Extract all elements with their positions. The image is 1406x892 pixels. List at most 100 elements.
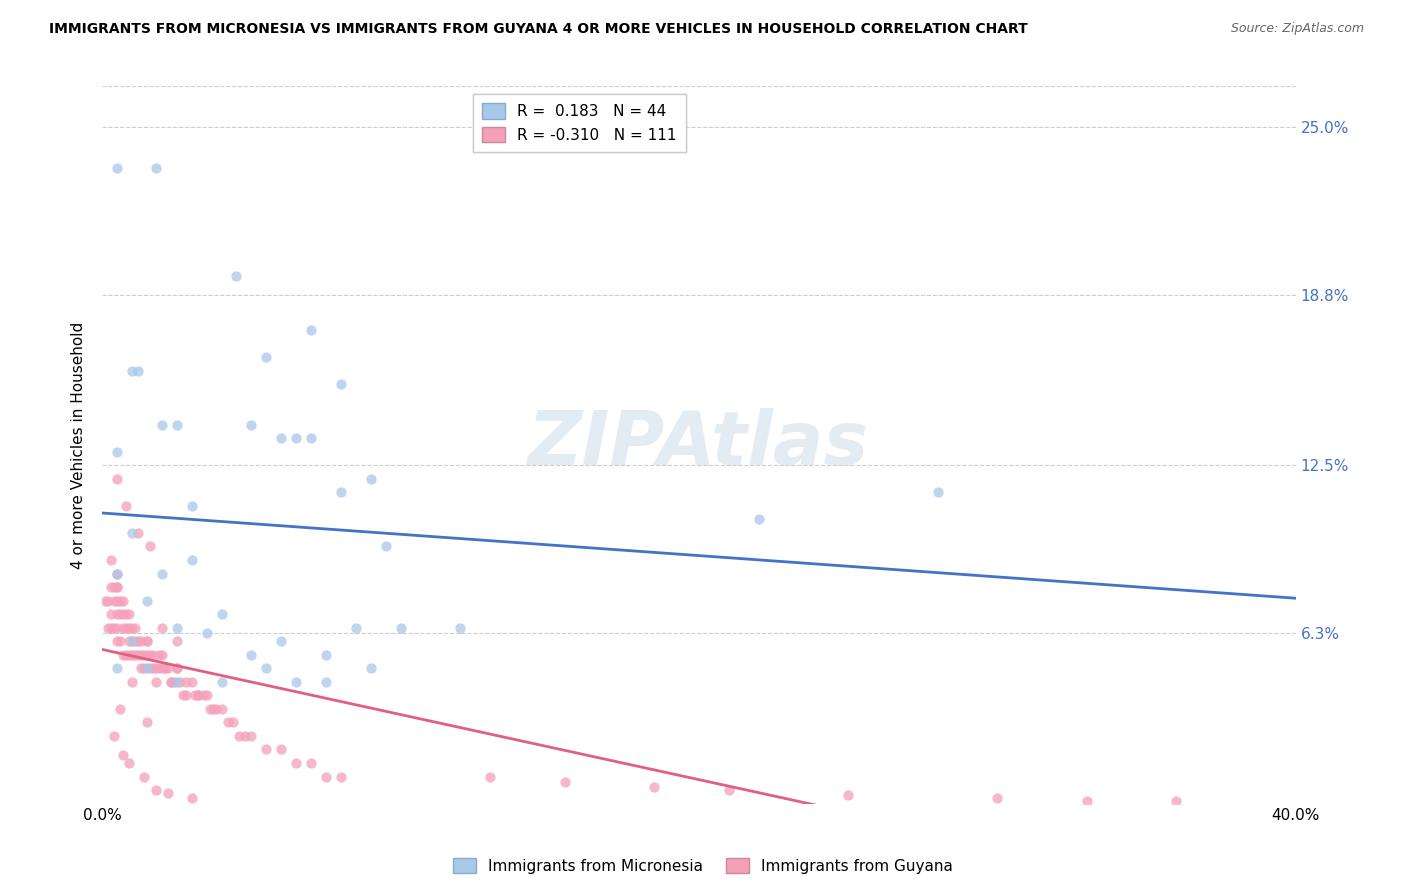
- Point: [121, 525, 143, 540]
- Point: [136, 634, 159, 648]
- Point: [166, 621, 188, 635]
- Point: [299, 431, 322, 445]
- Point: [374, 540, 396, 554]
- Point: [127, 525, 149, 540]
- Point: [201, 702, 224, 716]
- Point: [121, 648, 143, 662]
- Point: [195, 626, 218, 640]
- Point: [166, 674, 188, 689]
- Point: [124, 634, 146, 648]
- Point: [148, 661, 170, 675]
- Text: ZIPAtlas: ZIPAtlas: [529, 409, 869, 482]
- Point: [240, 648, 263, 662]
- Point: [180, 553, 202, 567]
- Point: [108, 634, 131, 648]
- Point: [103, 580, 125, 594]
- Point: [225, 268, 247, 283]
- Point: [121, 363, 143, 377]
- Point: [927, 485, 949, 500]
- Point: [449, 621, 471, 635]
- Point: [150, 661, 173, 675]
- Point: [187, 689, 209, 703]
- Point: [150, 417, 173, 432]
- Point: [211, 674, 233, 689]
- Point: [115, 499, 138, 513]
- Point: [105, 661, 128, 675]
- Point: [254, 742, 277, 756]
- Point: [270, 431, 292, 445]
- Point: [112, 621, 135, 635]
- Point: [174, 674, 197, 689]
- Point: [285, 674, 308, 689]
- Point: [211, 702, 233, 716]
- Point: [148, 648, 170, 662]
- Point: [156, 786, 179, 800]
- Point: [204, 702, 226, 716]
- Point: [150, 566, 173, 581]
- Point: [254, 661, 277, 675]
- Point: [315, 674, 337, 689]
- Point: [198, 702, 221, 716]
- Point: [150, 648, 173, 662]
- Point: [127, 363, 149, 377]
- Point: [105, 472, 128, 486]
- Point: [105, 566, 128, 581]
- Point: [121, 621, 143, 635]
- Point: [132, 648, 155, 662]
- Point: [145, 661, 167, 675]
- Point: [103, 621, 125, 635]
- Point: [105, 621, 128, 635]
- Point: [299, 323, 322, 337]
- Point: [132, 661, 155, 675]
- Point: [100, 607, 122, 622]
- Point: [329, 485, 352, 500]
- Point: [124, 621, 146, 635]
- Point: [389, 621, 412, 635]
- Point: [105, 161, 128, 175]
- Point: [360, 661, 382, 675]
- Point: [103, 593, 125, 607]
- Point: [153, 661, 176, 675]
- Point: [136, 634, 159, 648]
- Point: [139, 648, 162, 662]
- Point: [136, 648, 159, 662]
- Point: [129, 634, 152, 648]
- Point: [136, 593, 159, 607]
- Point: [132, 770, 155, 784]
- Legend: Immigrants from Micronesia, Immigrants from Guyana: Immigrants from Micronesia, Immigrants f…: [447, 852, 959, 880]
- Point: [105, 607, 128, 622]
- Point: [315, 648, 337, 662]
- Point: [169, 674, 191, 689]
- Point: [228, 729, 250, 743]
- Point: [299, 756, 322, 770]
- Point: [105, 593, 128, 607]
- Point: [270, 742, 292, 756]
- Point: [112, 648, 135, 662]
- Point: [145, 161, 167, 175]
- Point: [285, 756, 308, 770]
- Point: [112, 593, 135, 607]
- Point: [112, 747, 135, 762]
- Point: [100, 553, 122, 567]
- Point: [222, 715, 245, 730]
- Point: [121, 674, 143, 689]
- Point: [108, 593, 131, 607]
- Point: [270, 634, 292, 648]
- Point: [180, 499, 202, 513]
- Point: [163, 674, 186, 689]
- Point: [118, 634, 141, 648]
- Point: [145, 674, 167, 689]
- Point: [127, 634, 149, 648]
- Point: [97, 593, 120, 607]
- Point: [118, 756, 141, 770]
- Point: [344, 621, 367, 635]
- Point: [240, 417, 263, 432]
- Point: [554, 775, 576, 789]
- Point: [187, 689, 209, 703]
- Point: [150, 621, 173, 635]
- Point: [329, 377, 352, 392]
- Point: [105, 580, 128, 594]
- Point: [254, 350, 277, 364]
- Point: [285, 431, 308, 445]
- Point: [127, 648, 149, 662]
